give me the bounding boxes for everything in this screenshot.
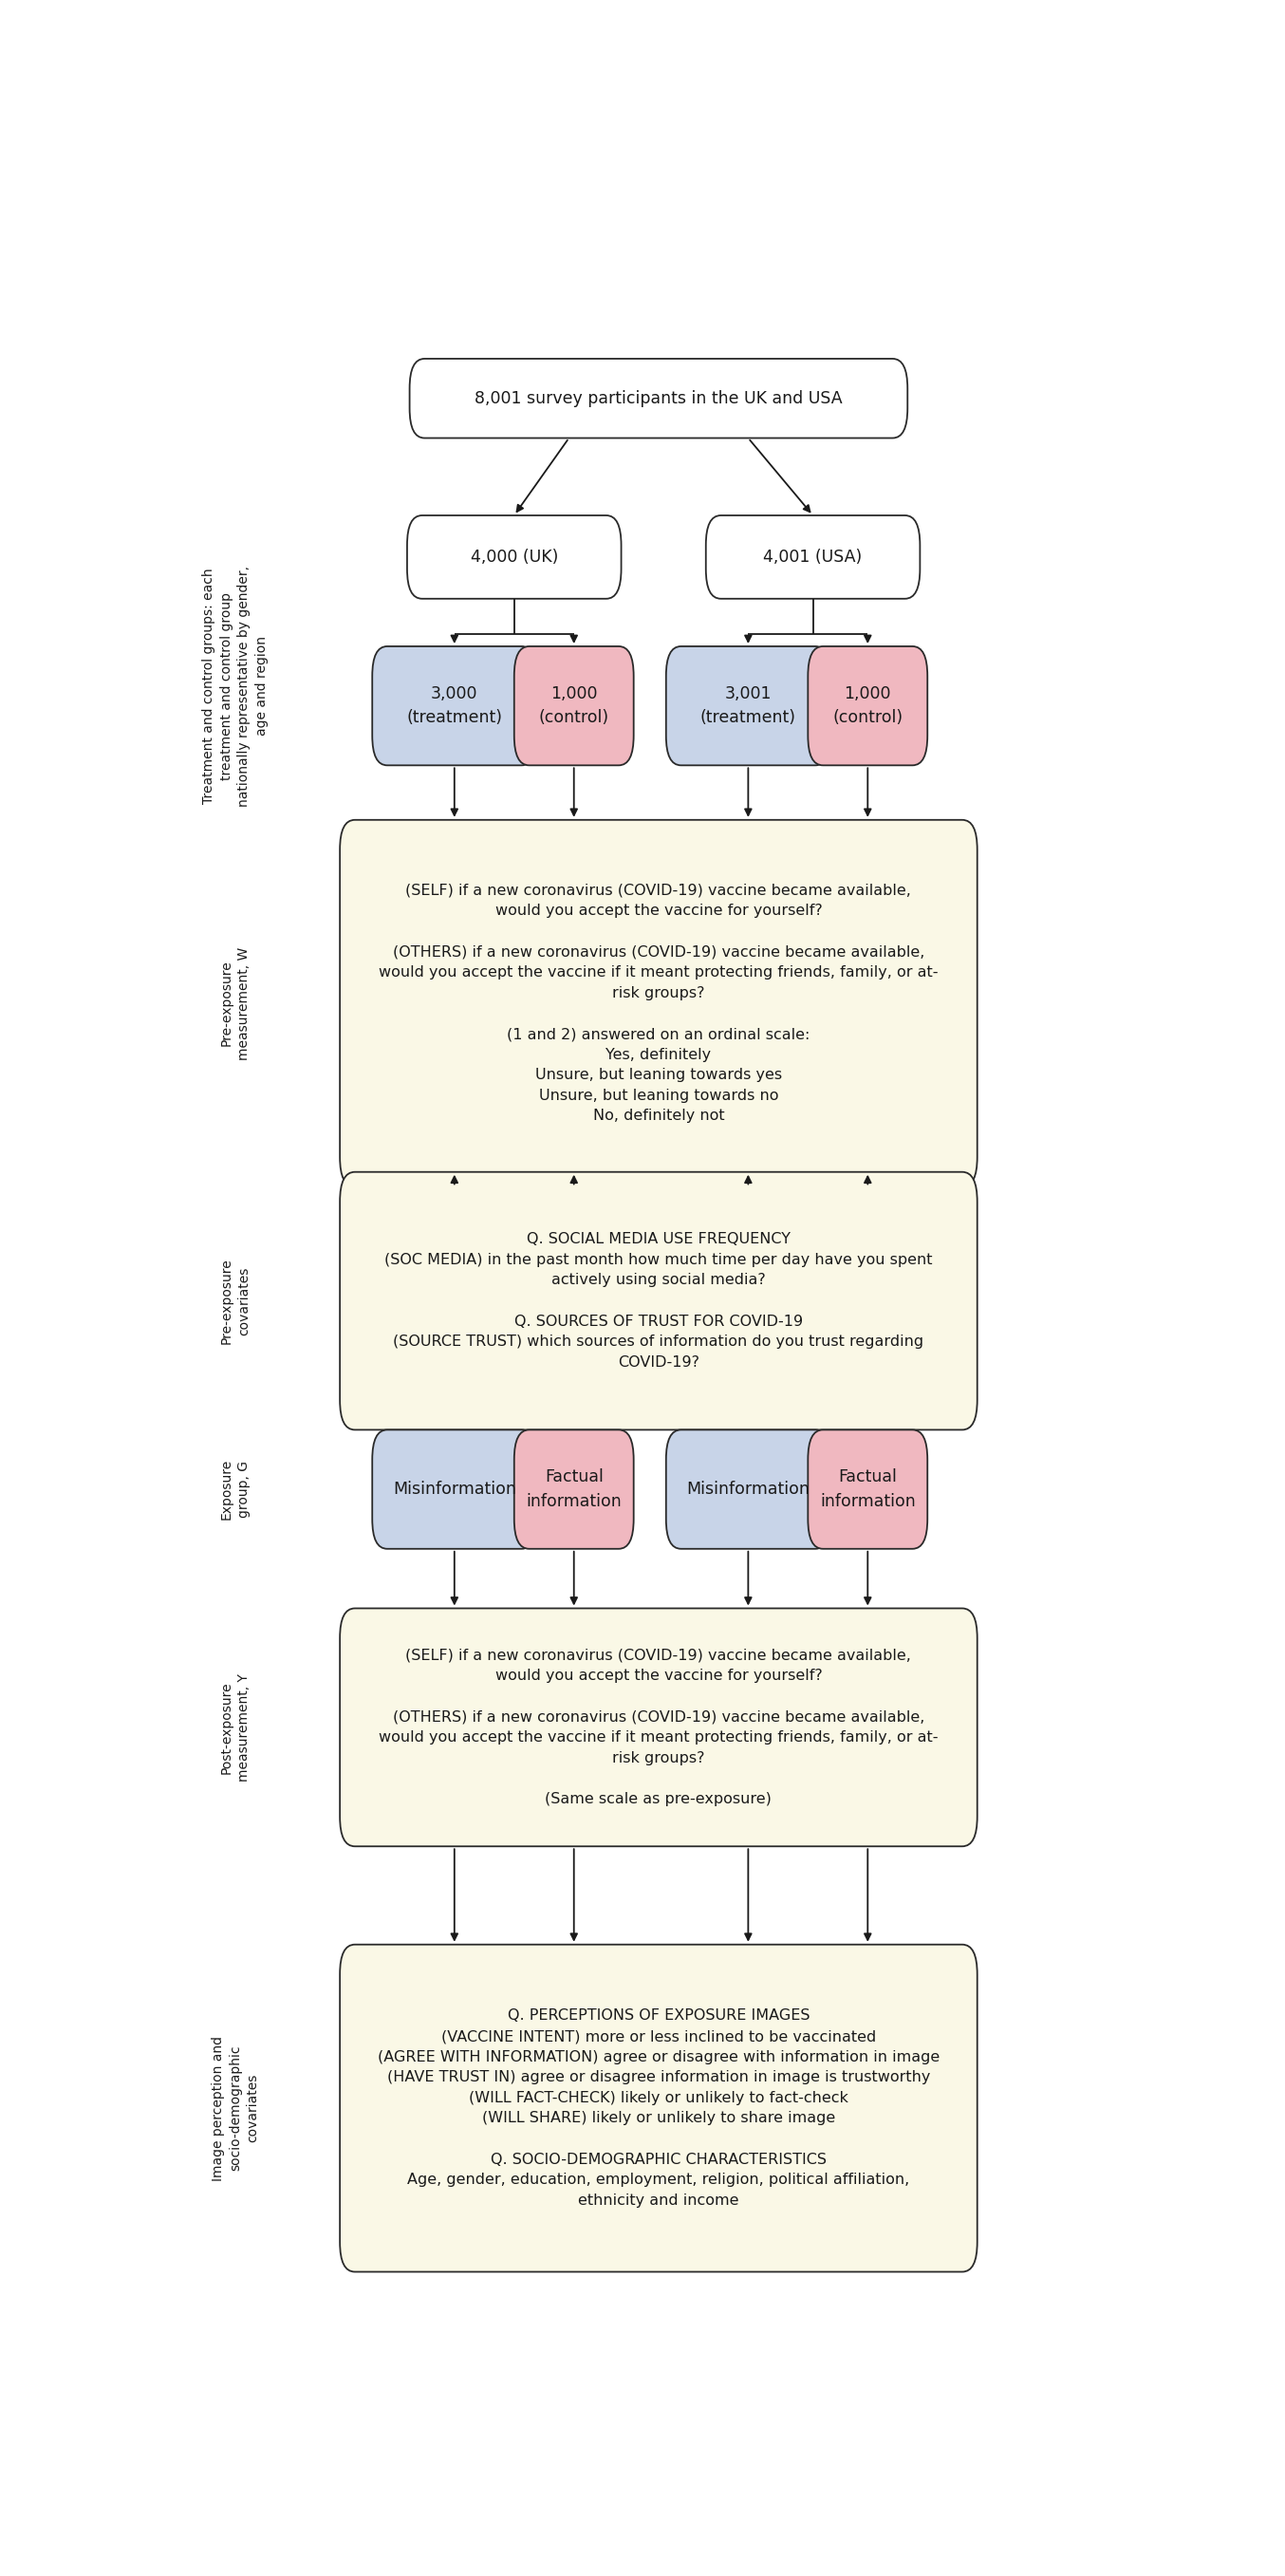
FancyBboxPatch shape: [341, 1607, 978, 1847]
Text: 4,000 (UK): 4,000 (UK): [470, 549, 558, 567]
FancyBboxPatch shape: [341, 1945, 978, 2272]
FancyBboxPatch shape: [514, 647, 634, 765]
Text: Q. SOCIAL MEDIA USE FREQUENCY
(SOC MEDIA) in the past month how much time per da: Q. SOCIAL MEDIA USE FREQUENCY (SOC MEDIA…: [384, 1231, 933, 1370]
Text: Factual
information: Factual information: [820, 1468, 915, 1510]
FancyBboxPatch shape: [341, 819, 978, 1188]
Text: Pre-exposure
measurement, W: Pre-exposure measurement, W: [220, 948, 251, 1059]
FancyBboxPatch shape: [373, 1430, 537, 1548]
Text: Treatment and control groups: each
treatment and control group
nationally repres: Treatment and control groups: each treat…: [203, 567, 269, 806]
Text: Post-exposure
measurement, Y: Post-exposure measurement, Y: [220, 1674, 251, 1783]
FancyBboxPatch shape: [808, 1430, 928, 1548]
Text: Misinformation: Misinformation: [686, 1481, 810, 1497]
Text: Misinformation: Misinformation: [393, 1481, 517, 1497]
FancyBboxPatch shape: [407, 515, 621, 598]
FancyBboxPatch shape: [808, 647, 928, 765]
Text: Exposure
group, G: Exposure group, G: [220, 1458, 251, 1520]
Text: 4,001 (USA): 4,001 (USA): [763, 549, 862, 567]
Text: (SELF) if a new coronavirus (COVID-19) vaccine became available,
would you accep: (SELF) if a new coronavirus (COVID-19) v…: [379, 884, 938, 1123]
Text: 1,000
(control): 1,000 (control): [538, 685, 609, 726]
FancyBboxPatch shape: [514, 1430, 634, 1548]
Text: (SELF) if a new coronavirus (COVID-19) vaccine became available,
would you accep: (SELF) if a new coronavirus (COVID-19) v…: [379, 1649, 938, 1806]
Text: 3,000
(treatment): 3,000 (treatment): [406, 685, 502, 726]
Text: 3,001
(treatment): 3,001 (treatment): [700, 685, 797, 726]
Text: 8,001 survey participants in the UK and USA: 8,001 survey participants in the UK and …: [474, 389, 843, 407]
Text: Image perception and
socio-demographic
covariates: Image perception and socio-demographic c…: [211, 2035, 260, 2182]
Text: Pre-exposure
covariates: Pre-exposure covariates: [220, 1257, 251, 1345]
FancyBboxPatch shape: [705, 515, 920, 598]
FancyBboxPatch shape: [666, 1430, 830, 1548]
Text: 1,000
(control): 1,000 (control): [833, 685, 903, 726]
Text: Q. PERCEPTIONS OF EXPOSURE IMAGES
(VACCINE INTENT) more or less inclined to be v: Q. PERCEPTIONS OF EXPOSURE IMAGES (VACCI…: [378, 2009, 939, 2208]
FancyBboxPatch shape: [341, 1172, 978, 1430]
FancyBboxPatch shape: [410, 358, 907, 438]
FancyBboxPatch shape: [373, 647, 537, 765]
FancyBboxPatch shape: [666, 647, 830, 765]
Text: Factual
information: Factual information: [526, 1468, 622, 1510]
